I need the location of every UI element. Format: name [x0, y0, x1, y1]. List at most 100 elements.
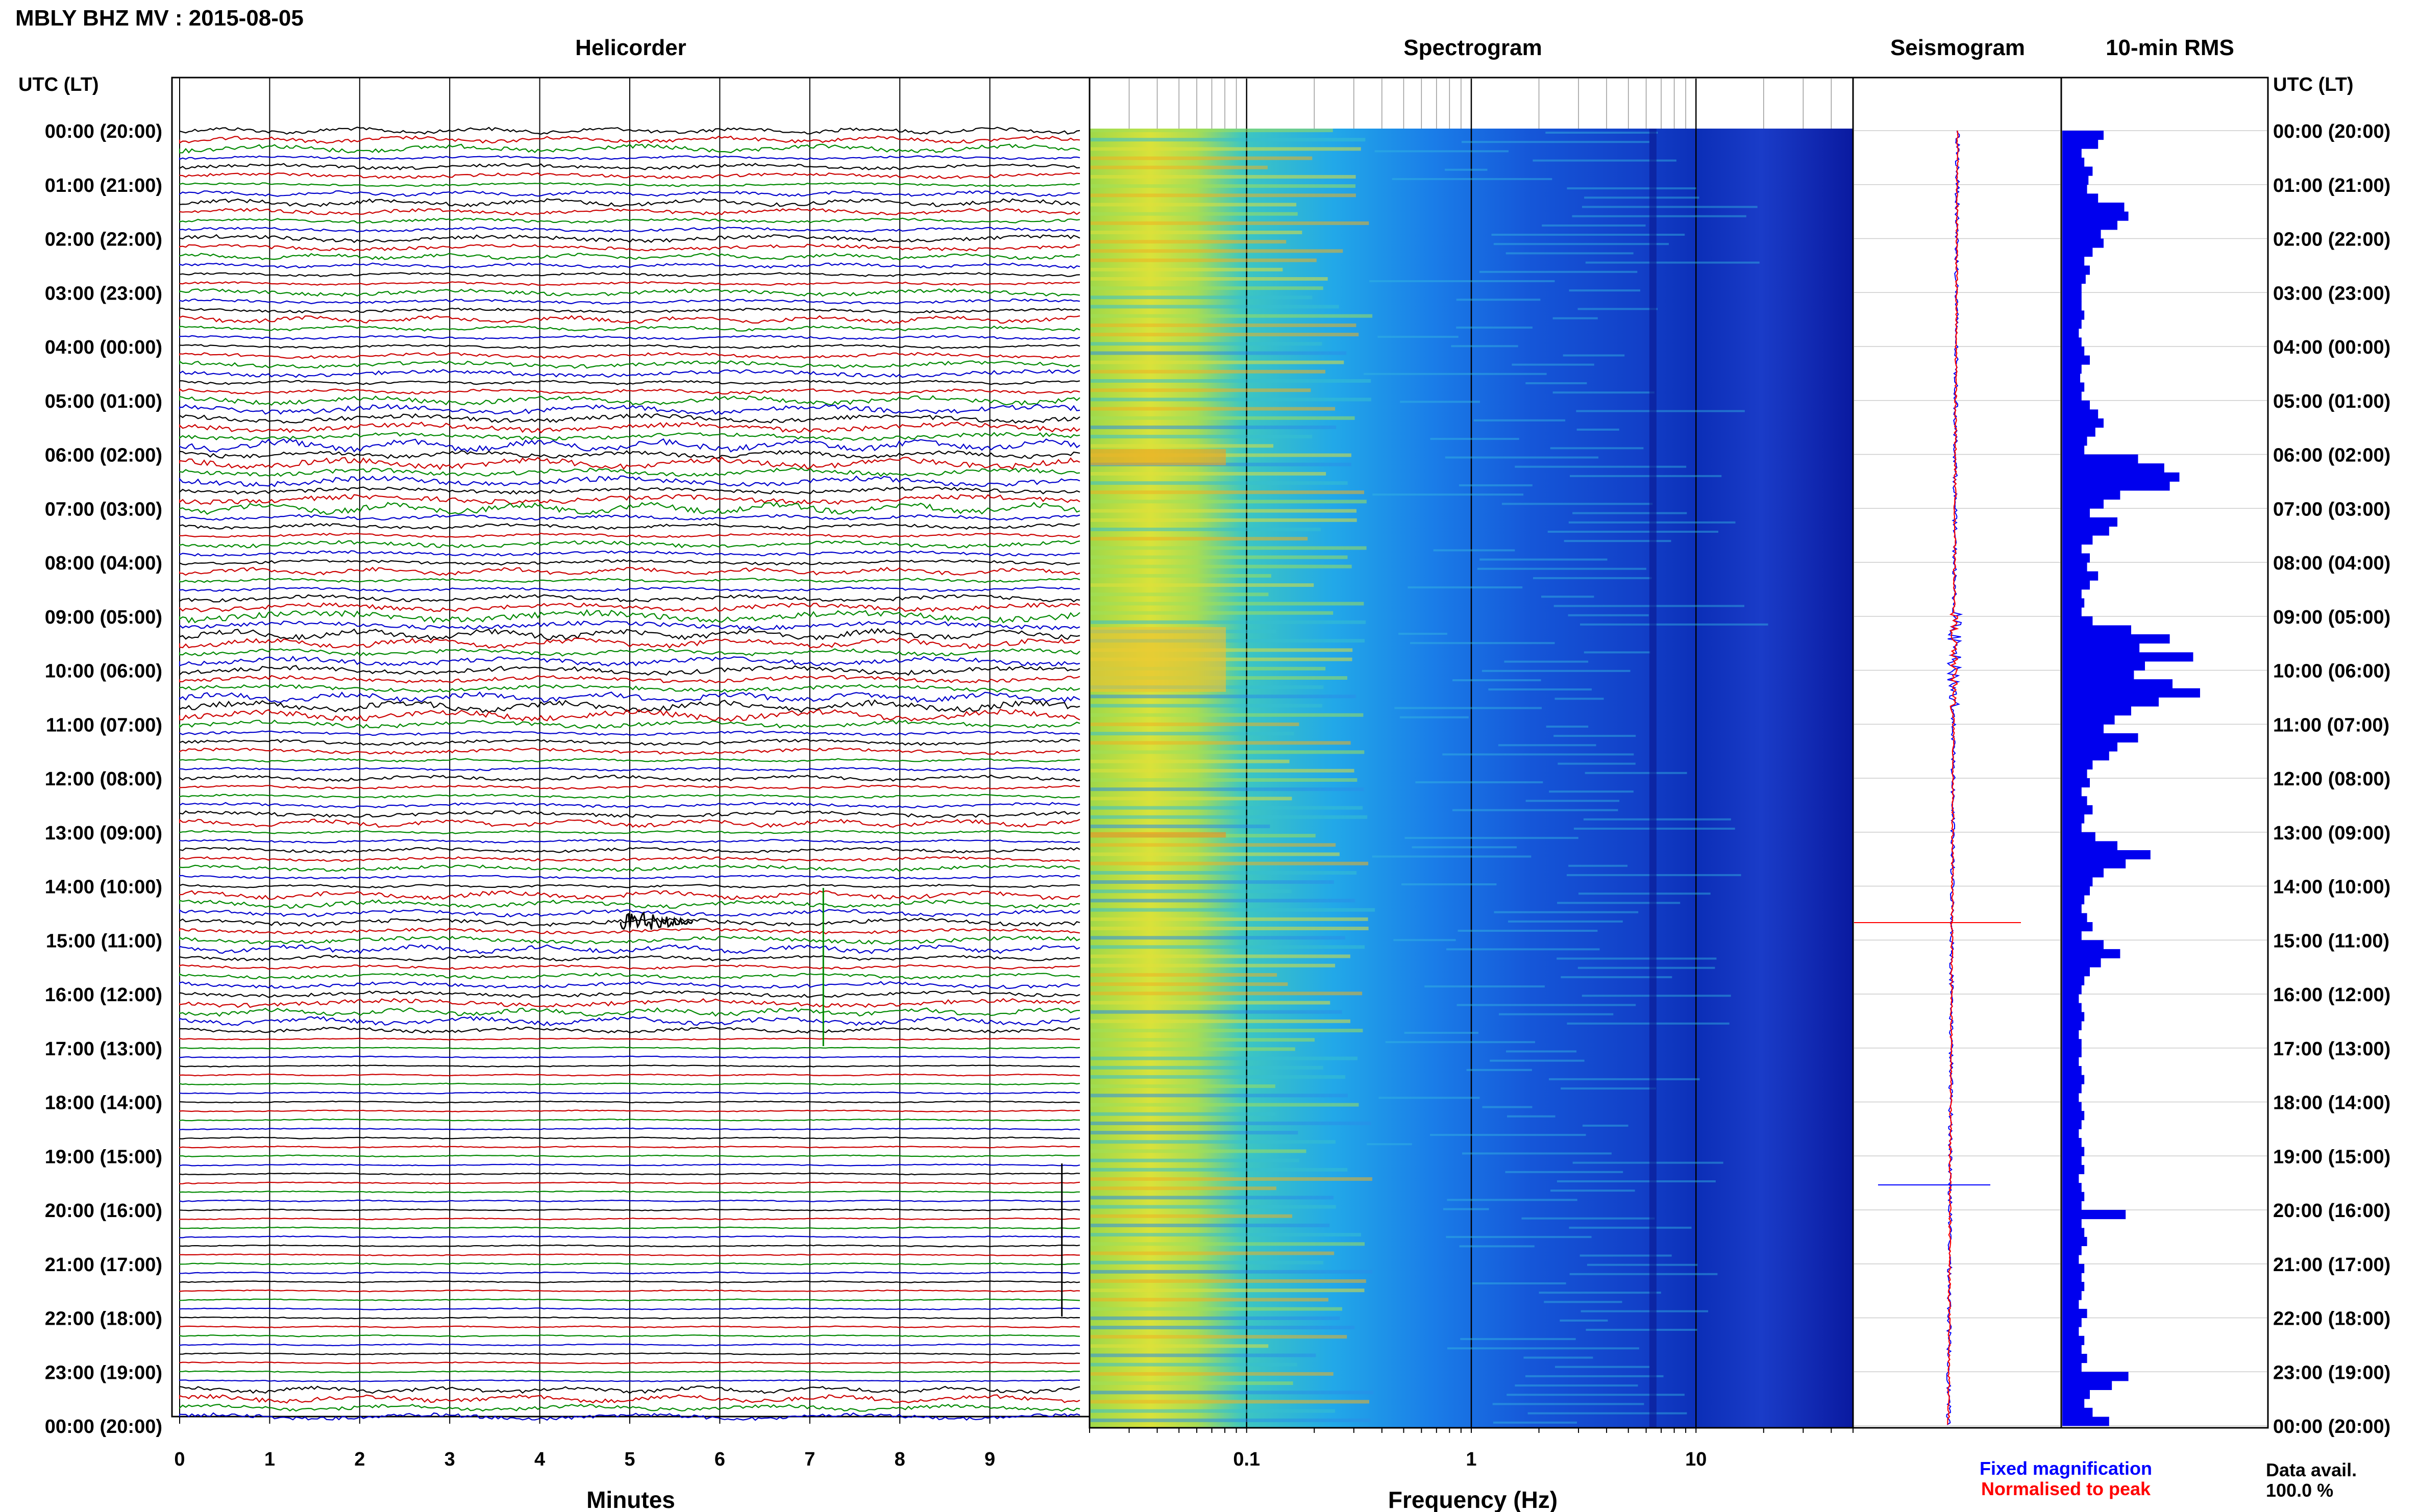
helicorder-trace	[179, 281, 1080, 286]
rms-bar	[2062, 229, 2101, 239]
minute-tick-label: 8	[895, 1449, 905, 1470]
helicorder-trace	[179, 864, 1080, 872]
time-tick-label-left: 15:00 (11:00)	[46, 930, 162, 952]
rms-bar	[2062, 1263, 2085, 1273]
helicorder-trace	[179, 368, 1080, 378]
rms-bar	[2062, 400, 2090, 410]
spectrogram-stripe	[1091, 518, 1357, 522]
spectrogram-stripe	[1091, 305, 1339, 309]
rms-bar	[2062, 625, 2131, 635]
spectrogram-stripe	[1091, 741, 1351, 745]
rms-bar	[2062, 1048, 2082, 1057]
rms-bar	[2062, 166, 2093, 176]
spectrogram-stripe	[1091, 1288, 1365, 1293]
time-tick-label-right: 02:00 (22:00)	[2273, 229, 2390, 251]
spectrogram-noise	[1523, 1356, 1593, 1359]
spectrogram-stripe	[1091, 286, 1323, 290]
helicorder-trace	[179, 981, 1080, 989]
spectrogram-stripe	[1091, 602, 1364, 606]
rms-bar	[2062, 733, 2138, 742]
spectrogram-stripe	[1091, 379, 1371, 383]
spectrogram-noise	[1367, 1143, 1412, 1146]
spectrogram-stripe	[1091, 444, 1274, 448]
spectrogram-stripe	[1091, 333, 1359, 337]
helicorder-trace	[179, 127, 1080, 135]
rms-bar	[2062, 1372, 2129, 1381]
spectrogram-noise	[1505, 252, 1634, 255]
helicorder-trace	[179, 1082, 1080, 1086]
helicorder-trace	[179, 766, 1080, 772]
helicorder-trace	[179, 1244, 1080, 1248]
spectrogram-noise	[1567, 1022, 1730, 1025]
spectrogram-stripe	[1091, 927, 1369, 930]
spectrogram-stripe	[1091, 1158, 1299, 1162]
spectrogram-noise	[1525, 1375, 1664, 1377]
helicorder-trace	[179, 691, 1080, 703]
spectrogram-noise	[1404, 1032, 1478, 1034]
spectrogram-noise	[1582, 206, 1758, 208]
time-tick-label-right: 22:00 (18:00)	[2273, 1308, 2390, 1330]
helicorder-trace	[179, 190, 1080, 197]
spectrogram-noise	[1457, 1004, 1636, 1006]
time-tick-label-left: 14:00 (10:00)	[45, 877, 162, 898]
rms-bar	[2062, 607, 2082, 617]
rms-bar	[2062, 1335, 2085, 1345]
time-tick-label-left: 11:00 (07:00)	[46, 714, 162, 736]
spectrogram-stripe	[1091, 1362, 1297, 1367]
spectrogram-noise	[1557, 1180, 1716, 1182]
helicorder-trace	[179, 918, 1080, 927]
rms-bar	[2062, 967, 2090, 977]
rms-bar	[2062, 1164, 2085, 1174]
spectrogram-stripe	[1091, 954, 1350, 958]
helicorder-trace	[179, 720, 1080, 729]
spectrogram-stripe	[1091, 1010, 1342, 1014]
spectrogram-noise	[1553, 735, 1636, 737]
helicorder-trace	[179, 226, 1080, 233]
spectrogram-stripe	[1091, 1140, 1336, 1144]
rms-bar	[2062, 544, 2082, 554]
helicorder-trace	[179, 1037, 1080, 1040]
helicorder-trace	[179, 774, 1080, 782]
rms-bar	[2062, 1291, 2082, 1300]
helicorder-trace	[179, 1127, 1080, 1131]
figure-title: MBLY BHZ MV : 2015-08-05	[15, 6, 304, 31]
time-tick-label-left: 17:00 (13:00)	[45, 1038, 162, 1060]
spectrogram-stripe	[1091, 295, 1313, 300]
helicorder-trace	[179, 1208, 1080, 1211]
time-tick-label-left: 13:00 (09:00)	[45, 823, 162, 844]
spectrogram-noise	[1424, 985, 1545, 988]
spectrogram-noise	[1398, 633, 1447, 635]
helicorder-trace	[179, 655, 1080, 667]
helicorder-trace	[179, 450, 1080, 459]
frequency-axis-label: Frequency (Hz)	[1388, 1486, 1558, 1512]
spectrogram-noise	[1572, 1161, 1723, 1164]
rms-bar	[2062, 1236, 2087, 1246]
time-tick-label-right: 16:00 (12:00)	[2273, 984, 2390, 1006]
rms-bar	[2062, 238, 2104, 248]
time-tick-label-right: 14:00 (10:00)	[2273, 877, 2390, 898]
helicorder-trace	[179, 964, 1080, 970]
rms-bar	[2062, 139, 2099, 149]
rms-bar	[2062, 904, 2082, 913]
spectrogram-stripe	[1091, 175, 1356, 179]
helicorder-trace	[179, 514, 1080, 521]
spectrogram-noise	[1430, 1134, 1586, 1136]
time-tick-label-left: 00:00 (20:00)	[45, 1416, 162, 1437]
spectrogram-stripe	[1091, 231, 1302, 234]
spectrogram-noise	[1408, 586, 1523, 589]
spectrogram-noise	[1578, 893, 1711, 895]
spectrogram-noise	[1372, 855, 1532, 858]
rms-bar	[2062, 1345, 2082, 1354]
helicorder-trace	[179, 810, 1080, 819]
helicorder-trace	[179, 1379, 1080, 1382]
spectrogram-noise	[1446, 1236, 1592, 1238]
minute-tick-label: 0	[174, 1449, 185, 1470]
spectrogram-noise	[1452, 809, 1618, 811]
rms-bar	[2062, 1407, 2093, 1417]
rms-bar	[2062, 328, 2079, 338]
helicorder-trace	[179, 944, 1080, 954]
helicorder-trace	[179, 135, 1080, 144]
helicorder-trace	[179, 1289, 1080, 1293]
spectrogram-stripe	[1091, 212, 1298, 216]
time-tick-label-left: 23:00 (19:00)	[45, 1362, 162, 1383]
